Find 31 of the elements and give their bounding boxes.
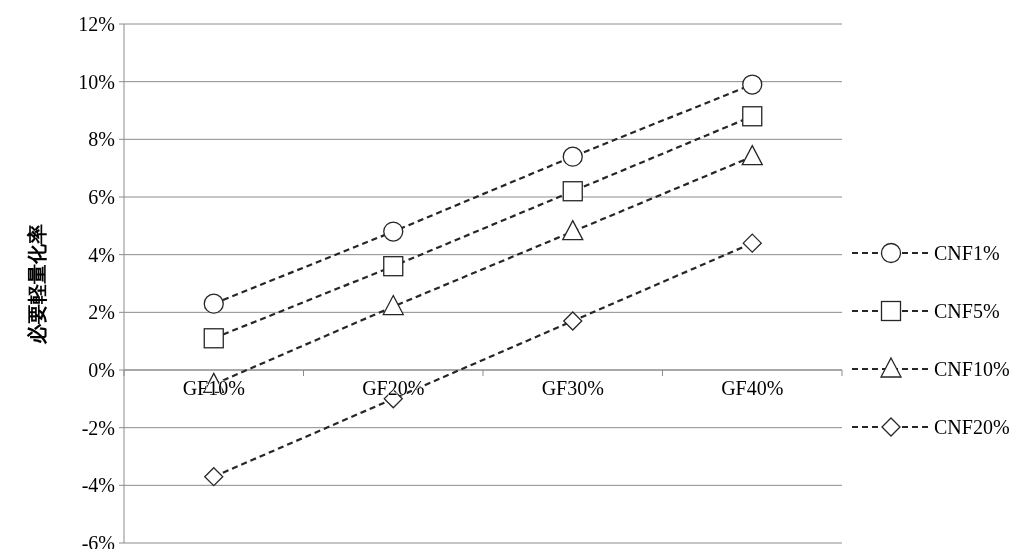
- point: [383, 256, 404, 277]
- point: [563, 311, 583, 331]
- x-tick-label: GF40%: [721, 377, 784, 399]
- point: [382, 294, 404, 316]
- point: [203, 293, 224, 314]
- point: [562, 219, 584, 241]
- legend-label: CNF1%: [934, 242, 1000, 264]
- y-tick-label: 8%: [88, 128, 115, 151]
- y-tick-label: 12%: [78, 13, 115, 35]
- y-tick-label: -2%: [81, 416, 115, 439]
- y-tick-label: 2%: [88, 301, 115, 324]
- legend-label: CNF20%: [934, 416, 1010, 438]
- point: [204, 467, 224, 487]
- point: [383, 221, 404, 242]
- point: [562, 146, 583, 167]
- point: [562, 181, 583, 202]
- y-tick-label: 10%: [78, 70, 115, 93]
- legend-label: CNF5%: [934, 300, 1000, 322]
- y-tick-label: -4%: [81, 474, 115, 497]
- legend-label: CNF10%: [934, 358, 1010, 380]
- x-tick-label: GF30%: [541, 377, 604, 399]
- point: [203, 328, 224, 349]
- x-tick-label: GF20%: [362, 377, 425, 399]
- y-tick-label: 0%: [88, 359, 115, 381]
- point: [741, 144, 763, 166]
- y-tick-label: 4%: [88, 243, 115, 266]
- point: [742, 74, 763, 95]
- y-tick-label: 6%: [88, 186, 115, 208]
- point: [742, 106, 763, 127]
- y-axis-title: 必要軽量化率: [25, 223, 49, 345]
- point: [742, 233, 762, 253]
